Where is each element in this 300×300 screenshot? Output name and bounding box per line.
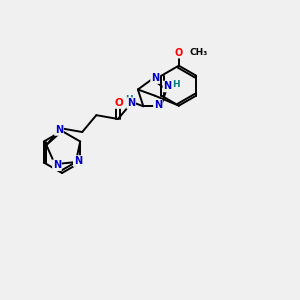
Text: O: O xyxy=(175,48,183,58)
Text: N: N xyxy=(151,73,159,83)
Text: N: N xyxy=(154,100,162,110)
Text: N: N xyxy=(55,125,63,135)
Text: N: N xyxy=(53,160,61,170)
Text: CH₃: CH₃ xyxy=(190,48,208,57)
Text: H: H xyxy=(125,94,133,103)
Text: H: H xyxy=(172,80,180,89)
Text: O: O xyxy=(115,98,123,108)
Text: N: N xyxy=(127,98,135,108)
Text: N: N xyxy=(74,156,82,166)
Text: N: N xyxy=(164,82,172,92)
